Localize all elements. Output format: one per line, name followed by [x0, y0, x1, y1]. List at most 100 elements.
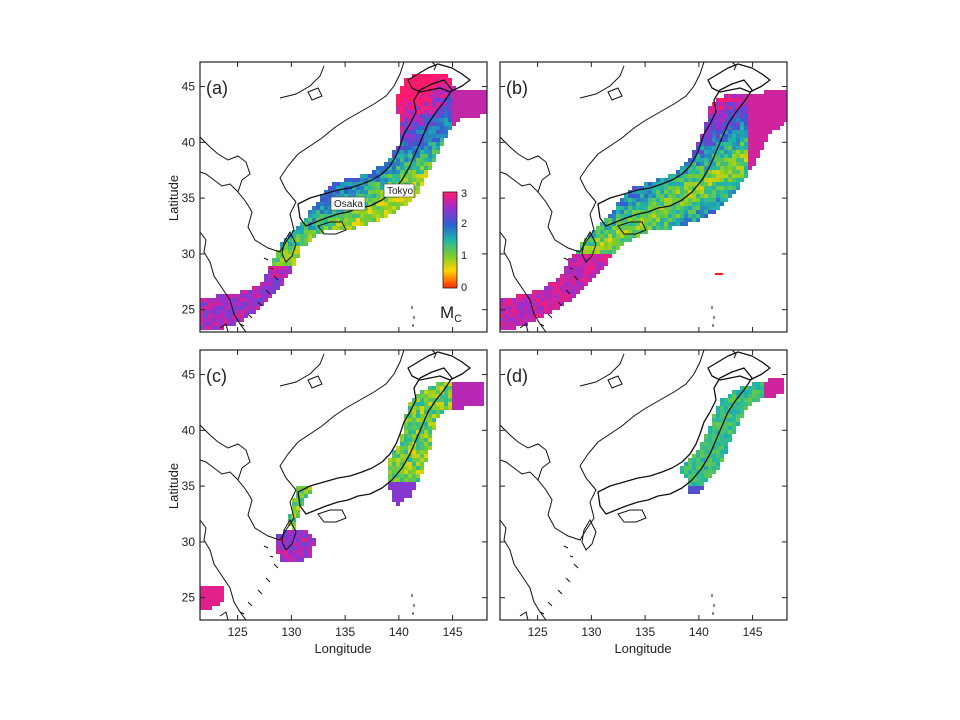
mc-grid-cell — [776, 106, 780, 110]
mc-grid-cell — [280, 550, 284, 554]
city-marker-tokyo: Tokyo — [383, 183, 415, 198]
mc-grid-cell — [284, 242, 288, 246]
mc-grid-cell — [724, 170, 728, 174]
mc-grid-cell — [328, 206, 332, 210]
mc-grid-cell — [692, 214, 696, 218]
mc-grid-cell — [224, 318, 228, 322]
mc-grid-cell — [620, 202, 624, 206]
mc-grid-cell — [276, 254, 280, 258]
mc-grid-cell — [584, 278, 588, 282]
mc-grid-cell — [568, 258, 572, 262]
mc-grid-cell — [780, 110, 784, 114]
mc-grid-cell — [392, 494, 396, 498]
mc-grid-cell — [392, 474, 396, 478]
mc-grid-cell — [716, 98, 720, 102]
mc-grid-cell — [404, 470, 408, 474]
mc-grid-cell — [688, 202, 692, 206]
mc-grid-cell — [452, 90, 456, 94]
mc-grid-cell — [232, 294, 236, 298]
mc-grid-cell — [716, 178, 720, 182]
mc-grid-cell — [428, 142, 432, 146]
mc-grid-cell — [480, 382, 484, 386]
mc-grid-cell — [428, 166, 432, 170]
mc-grid-cell — [264, 298, 268, 302]
mc-grid-cell — [388, 170, 392, 174]
mc-grid-cell — [740, 410, 744, 414]
coastline-segment — [617, 509, 647, 523]
mc-grid-cell — [436, 402, 440, 406]
mc-grid-cell — [288, 246, 292, 250]
mc-grid-cell — [384, 210, 388, 214]
mc-grid-cell — [428, 154, 432, 158]
mc-grid-cell — [560, 290, 564, 294]
y-tick-label: 35 — [182, 191, 196, 205]
mc-grid-cell — [580, 286, 584, 290]
mc-grid-cell — [396, 198, 400, 202]
mc-grid-cell — [664, 222, 668, 226]
mc-grid-cell — [512, 314, 516, 318]
mc-grid-cell — [728, 422, 732, 426]
panel-a: Tokyo Osaka 0 1 2 3 MC (a) — [199, 61, 488, 333]
coastline-segment — [563, 257, 574, 270]
mc-grid-cell — [508, 318, 512, 322]
mc-grid-cell — [468, 402, 472, 406]
mc-grid-cell — [720, 122, 724, 126]
mc-grid-cell — [440, 98, 444, 102]
mc-grid-cell — [428, 150, 432, 154]
mc-grid-cell — [368, 210, 372, 214]
mc-grid-cell — [696, 210, 700, 214]
mc-grid-cell — [612, 218, 616, 222]
mc-grid-cell — [680, 182, 684, 186]
mc-grid-cell — [416, 170, 420, 174]
mc-grid-cell — [600, 230, 604, 234]
mc-grid-cell — [360, 186, 364, 190]
mc-grid-cell — [376, 214, 380, 218]
mc-grid-cell — [428, 74, 432, 78]
mc-grid-cell — [724, 406, 728, 410]
mc-grid-cell — [656, 178, 660, 182]
mc-grid-cell — [704, 162, 708, 166]
mc-grid-cell — [356, 186, 360, 190]
mc-grid-cell — [300, 494, 304, 498]
mc-grid-cell — [420, 398, 424, 402]
mc-grid-cell — [400, 486, 404, 490]
mc-grid-cell — [484, 106, 487, 110]
mc-grid-cell — [724, 102, 728, 106]
mc-grid-cell — [724, 142, 728, 146]
mc-grid-cell — [616, 246, 620, 250]
mc-grid-cell — [564, 278, 568, 282]
mc-grid-cell — [700, 182, 704, 186]
mc-grid-cell — [432, 110, 436, 114]
mc-grid-cell — [408, 174, 412, 178]
mc-grid-cell — [328, 222, 332, 226]
mc-grid-cell — [776, 126, 780, 130]
mc-grid-cell — [356, 178, 360, 182]
y-tick-label: 40 — [182, 135, 196, 149]
mc-grid-cell — [432, 134, 436, 138]
mc-grid-cell — [276, 286, 280, 290]
mc-grid-cell — [632, 194, 636, 198]
mc-grid-cell — [436, 102, 440, 106]
mc-grid-cell — [656, 198, 660, 202]
mc-grid-cell — [620, 234, 624, 238]
mc-grid-cell — [416, 462, 420, 466]
mc-grid-cell — [588, 266, 592, 270]
mc-grid-cell — [408, 170, 412, 174]
mc-grid-cell — [396, 494, 400, 498]
mc-grid-cell — [284, 270, 288, 274]
mc-grid-cell — [380, 186, 384, 190]
mc-grid-cell — [680, 190, 684, 194]
mc-grid-cell — [324, 198, 328, 202]
mc-grid-cell — [368, 174, 372, 178]
mc-grid-cell — [544, 290, 548, 294]
mc-grid-cell — [688, 178, 692, 182]
mc-grid-cell — [780, 90, 784, 94]
mc-grid-cell — [628, 198, 632, 202]
mc-grid-cell — [504, 318, 508, 322]
mc-grid-cell — [208, 606, 212, 610]
mc-grid-cell — [616, 230, 620, 234]
mc-grid-cell — [720, 154, 724, 158]
mc-grid-cell — [300, 242, 304, 246]
mc-grid-cell — [420, 162, 424, 166]
mc-grid-cell — [756, 398, 760, 402]
